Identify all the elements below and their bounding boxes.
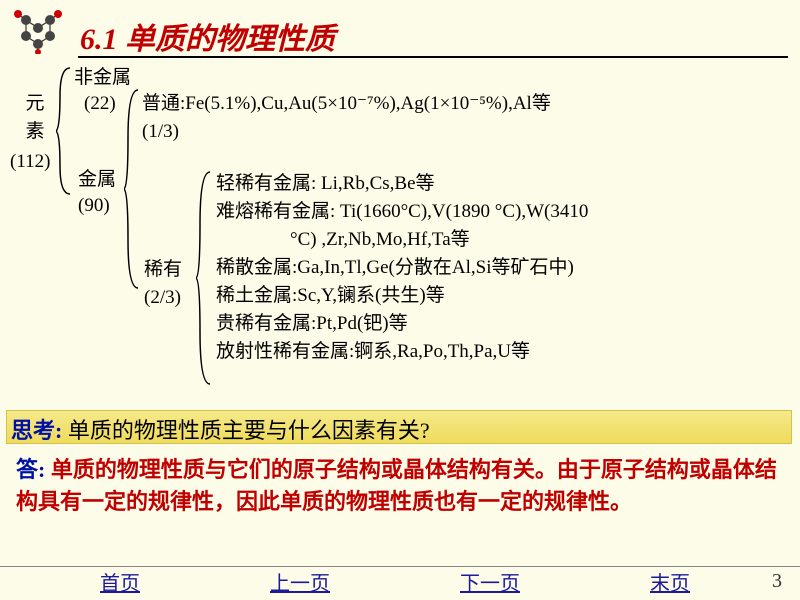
rare-item-3: 稀散金属:Ga,In,Tl,Ge(分散在Al,Si等矿石中) [216, 254, 574, 282]
rare-item-1: 轻稀有金属: Li,Rb,Cs,Be等 [216, 170, 435, 198]
common-text: :Fe(5.1%),Cu,Au(5×10⁻⁷%),Ag(1×10⁻⁵%),Al等 [180, 93, 551, 114]
nonmetal-label: 非金属 [74, 64, 131, 92]
rare-item-6: 放射性稀有金属:锕系,Ra,Po,Th,Pa,U等 [216, 338, 530, 366]
nonmetal-count: (22) [84, 90, 116, 118]
nav-home[interactable]: 首页 [100, 567, 140, 596]
brace-icon [124, 88, 142, 290]
root-label1: 元 [25, 93, 44, 114]
answer-text: 单质的物理性质与它们的原子结构或晶体结构有关。由于原子结构或晶体结构具有一定的规… [16, 457, 777, 514]
think-label: 思考: [11, 418, 62, 443]
footer-nav: 首页 上一页 下一页 末页 3 [0, 566, 800, 596]
page-title: 6.1 单质的物理性质 [80, 14, 335, 58]
title-underline [78, 56, 788, 58]
nav-next[interactable]: 下一页 [460, 567, 520, 596]
nav-prev[interactable]: 上一页 [270, 567, 330, 596]
think-box: 思考: 单质的物理性质主要与什么因素有关? [6, 410, 792, 444]
page-number: 3 [772, 570, 782, 593]
think-text: 单质的物理性质主要与什么因素有关? [68, 418, 430, 443]
metal-count: (90) [78, 192, 110, 220]
metal-label: 金属 [78, 166, 116, 194]
brace-icon [196, 170, 214, 386]
rare-item-2a: 难熔稀有金属: Ti(1660°C),V(1890 °C),W(3410 [216, 198, 588, 226]
root-label2: 素 [25, 121, 44, 142]
answer-block: 答: 单质的物理性质与它们的原子结构或晶体结构有关。由于原子结构或晶体结构具有一… [16, 454, 784, 518]
rare-item-2b: °C) ,Zr,Nb,Mo,Hf,Ta等 [290, 226, 470, 254]
rare-label: 稀有 [144, 256, 182, 284]
nav-last[interactable]: 末页 [650, 567, 690, 596]
common-count: (1/3) [142, 118, 179, 146]
common-label: 普通 [142, 93, 180, 114]
root-count: (112) [10, 148, 50, 176]
rare-item-5: 贵稀有金属:Pt,Pd(钯)等 [216, 310, 408, 338]
rare-item-4: 稀土金属:Sc,Y,镧系(共生)等 [216, 282, 445, 310]
molecule-icon [8, 8, 70, 54]
brace-icon [56, 66, 74, 196]
rare-count: (2/3) [144, 284, 181, 312]
answer-label: 答: [16, 457, 45, 482]
